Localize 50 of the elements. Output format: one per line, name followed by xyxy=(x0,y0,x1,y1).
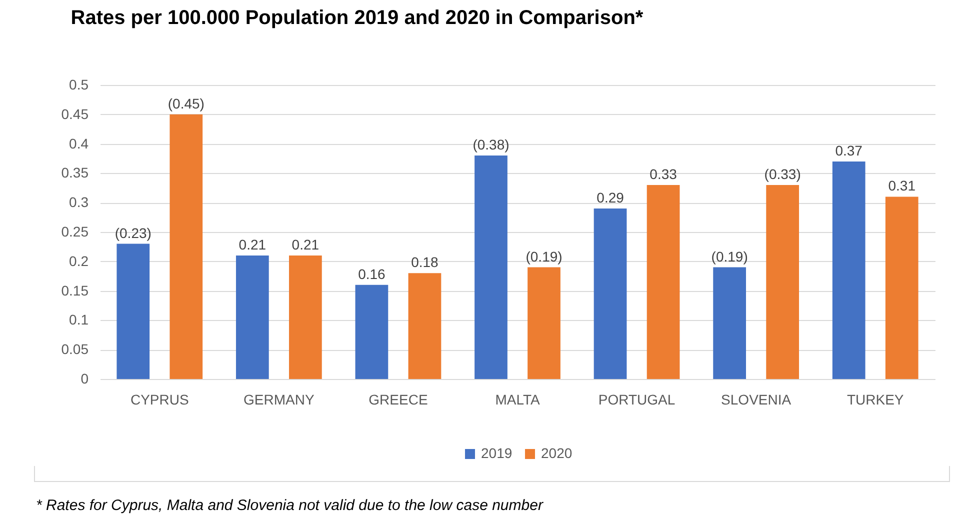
bar xyxy=(408,273,442,379)
x-tick-label: MALTA xyxy=(495,392,540,408)
bar xyxy=(832,161,866,379)
chart-title: Rates per 100.000 Population 2019 and 2020 in Comparison* xyxy=(70,7,644,29)
bar xyxy=(646,184,680,379)
y-tick-label: 0.3 xyxy=(69,194,89,210)
data-label: 0.21 xyxy=(238,236,266,253)
data-label: 0.33 xyxy=(650,166,678,182)
text: * Rates for Cyprus, Malta and Slovenia not valid due to the low case number xyxy=(36,497,543,514)
y-tick-label: 0.15 xyxy=(61,282,89,298)
x-tick-label: TURKEY xyxy=(846,392,904,408)
x-tick-label: PORTUGAL xyxy=(598,392,676,408)
data-label: (0.45) xyxy=(168,95,204,112)
bar xyxy=(885,196,918,379)
legend-label: 2019 xyxy=(481,445,512,461)
data-label: 0.37 xyxy=(835,142,863,158)
data-label: 0.21 xyxy=(292,236,320,253)
data-label: (0.33) xyxy=(764,166,801,182)
bar xyxy=(355,284,388,379)
y-tick-label: 0.25 xyxy=(61,224,89,240)
bar xyxy=(170,114,203,379)
data-label: 0.31 xyxy=(888,178,916,194)
bar xyxy=(528,267,560,379)
x-tick-label: SLOVENIA xyxy=(721,392,792,408)
bar xyxy=(116,244,150,379)
bar xyxy=(594,208,627,379)
legend-label: 2020 xyxy=(541,445,572,461)
bar xyxy=(474,156,508,379)
y-tick-label: 0.35 xyxy=(61,164,89,181)
y-tick-label: 0.4 xyxy=(69,135,89,152)
data-label: (0.23) xyxy=(114,224,152,241)
y-tick-label: 0 xyxy=(80,370,89,386)
bar xyxy=(766,184,800,379)
bar xyxy=(236,256,269,379)
bar xyxy=(289,256,322,379)
y-tick-label: 0.45 xyxy=(61,106,89,122)
bar xyxy=(713,267,746,379)
y-tick-label: 0.2 xyxy=(69,252,89,269)
y-tick-label: 0.05 xyxy=(61,341,89,358)
data-label: 0.18 xyxy=(411,254,439,270)
data-label: (0.19) xyxy=(711,248,748,264)
data-label: 0.29 xyxy=(596,189,624,206)
data-label: (0.38) xyxy=(472,136,510,153)
y-tick-label: 0.1 xyxy=(69,312,89,328)
x-tick-label: CYPRUS xyxy=(130,392,189,408)
y-tick-label: 0.5 xyxy=(69,76,89,92)
data-label: (0.19) xyxy=(526,248,562,264)
x-tick-label: GREECE xyxy=(368,392,428,408)
x-tick-label: GERMANY xyxy=(244,392,315,408)
data-label: 0.16 xyxy=(358,266,386,282)
